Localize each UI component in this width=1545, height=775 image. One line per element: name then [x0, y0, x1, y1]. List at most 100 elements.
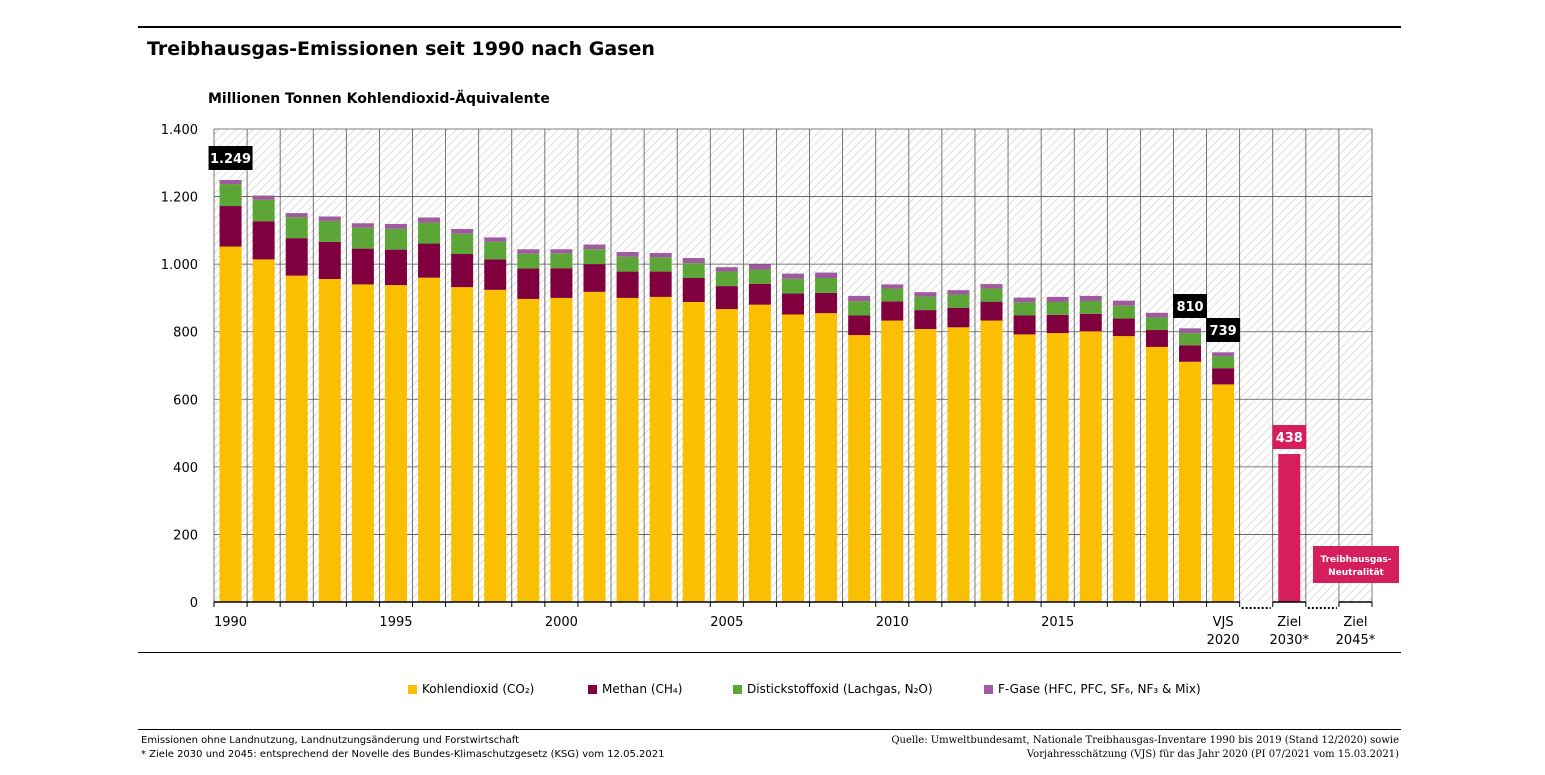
bar-ch4-2014	[1013, 315, 1036, 335]
y-tick-label: 600	[173, 393, 198, 408]
bar-fgas-1997	[451, 229, 474, 234]
bar-ch4-2012	[947, 307, 970, 328]
bar-n2o-2003	[649, 257, 672, 272]
bar-co2-1994	[351, 284, 374, 602]
bar-fgas-2012	[947, 290, 970, 295]
bar-co2-2005	[715, 309, 738, 602]
top-rule	[138, 26, 1401, 28]
legend-label-co2: Kohlendioxid (CO₂)	[422, 682, 535, 696]
bar-co2-2009	[848, 335, 871, 602]
bar-co2-2015	[1046, 333, 1069, 602]
bar-fgas-2018	[1145, 312, 1168, 318]
bar-ch4-1990	[219, 206, 242, 247]
bar-ch4-2007	[782, 293, 804, 315]
y-tick-label: 1.400	[161, 123, 198, 138]
bar-co2-1998	[484, 289, 507, 602]
target-label-2045-line1: Treibhausgas-	[1320, 555, 1391, 565]
y-tick-label: 400	[173, 461, 198, 476]
bar-fgas-2006	[748, 264, 771, 270]
footnote-source: Quelle: Umweltbundesamt, Nationale Treib…	[891, 734, 1399, 762]
bar-n2o-2011	[914, 296, 937, 311]
bar-n2o-1991	[252, 199, 275, 222]
bar-fgas-2013	[980, 284, 1003, 289]
bar-fgas-2002	[616, 251, 639, 257]
bar-fgas-2000	[550, 249, 573, 254]
bar-co2-1992	[285, 275, 308, 602]
target-label-2030-box	[1272, 425, 1307, 449]
legend-label-fgas: F-Gase (HFC, PFC, SF₆, NF₃ & Mix)	[998, 682, 1201, 696]
bar-ch4-2009	[848, 315, 871, 336]
bar-ch4-2017	[1112, 318, 1135, 337]
y-axis-unit-label: Millionen Tonnen Kohlendioxid-Äquivalent…	[208, 91, 550, 107]
bar-co2-1990	[219, 246, 242, 602]
bar-co2-1997	[451, 287, 474, 602]
bar-n2o-2012	[947, 294, 970, 308]
bar-ch4-1994	[351, 248, 374, 285]
total-label-2020: 739	[1210, 324, 1237, 339]
bar-fgas-1992	[285, 213, 308, 218]
legend-item-co2: Kohlendioxid (CO₂)	[408, 682, 534, 696]
bar-n2o-2010	[881, 288, 904, 302]
footer-rule	[138, 729, 1401, 730]
bar-ch4-2004	[682, 277, 705, 302]
bar-co2-2011	[914, 329, 937, 602]
x-tick-label: VJS	[1213, 615, 1234, 630]
bar-n2o-2005	[715, 271, 738, 287]
bar-fgas-2009	[848, 295, 871, 302]
bar-n2o-2018	[1145, 317, 1168, 331]
chart-bottom-rule	[138, 652, 1401, 653]
bar-co2-1996	[418, 277, 441, 602]
bar-ch4-2003	[649, 271, 672, 297]
bar-co2-2001	[583, 291, 606, 602]
bar-n2o-2006	[748, 269, 771, 284]
bar-fgas-2015	[1046, 296, 1069, 302]
bar-fgas-2001	[583, 244, 606, 250]
x-tick-label: 2010	[876, 615, 909, 630]
total-label-2019: 810	[1176, 300, 1203, 315]
bar-co2-VJS-2020	[1212, 384, 1235, 602]
x-tick-label: 1990	[214, 615, 247, 630]
bar-fgas-2016	[1079, 295, 1102, 301]
bar-co2-2003	[649, 296, 672, 602]
bar-fgas-VJS-2020	[1212, 352, 1235, 357]
bar-ch4-2019	[1179, 345, 1202, 362]
bar-ch4-1998	[484, 259, 507, 290]
bar-ch4-2008	[815, 292, 838, 314]
bar-fgas-1991	[252, 195, 275, 200]
bar-n2o-2019	[1179, 333, 1202, 346]
bar-n2o-2007	[782, 278, 804, 294]
bar-ch4-1991	[252, 221, 275, 260]
bar-n2o-1990	[219, 184, 242, 207]
bar-fgas-2017	[1112, 300, 1135, 306]
x-tick-label: Ziel	[1343, 615, 1367, 630]
x-tick-label: 1995	[379, 615, 412, 630]
bar-n2o-2004	[682, 263, 705, 278]
legend: Kohlendioxid (CO₂) Methan (CH₄) Disticks…	[0, 682, 1545, 702]
bar-n2o-1997	[451, 233, 474, 255]
y-tick-label: 1.200	[161, 191, 198, 206]
total-label-2020-box	[1206, 318, 1241, 342]
bar-fgas-2008	[815, 272, 838, 278]
legend-item-n2o: Distickstoffoxid (Lachgas, N₂O)	[733, 682, 933, 696]
y-tick-label: 200	[173, 528, 198, 543]
bar-n2o-2009	[848, 301, 871, 316]
bar-target-2030	[1278, 454, 1301, 602]
bar-ch4-VJS-2020	[1212, 368, 1235, 385]
x-tick-label: 2000	[545, 615, 578, 630]
bar-ch4-1995	[384, 249, 407, 286]
bar-ch4-2001	[583, 264, 606, 292]
bar-co2-2019	[1179, 361, 1202, 602]
bar-n2o-1994	[351, 227, 374, 249]
bar-n2o-1998	[484, 241, 507, 260]
x-tick-label: 2045*	[1336, 633, 1376, 648]
footnote-left-line-1: Emissionen ohne Landnutzung, Landnutzung…	[141, 735, 520, 746]
footnote-source-line-2: Vorjahresschätzung (VJS) für das Jahr 20…	[1026, 749, 1399, 760]
bar-ch4-2016	[1079, 313, 1102, 332]
bar-co2-2016	[1079, 331, 1102, 602]
legend-label-n2o: Distickstoffoxid (Lachgas, N₂O)	[747, 682, 933, 696]
bar-ch4-1993	[318, 241, 341, 280]
bar-co2-1991	[252, 259, 275, 602]
x-tick-label: 2015	[1041, 615, 1074, 630]
bar-ch4-2011	[914, 310, 937, 330]
x-tick-label: Ziel	[1277, 615, 1301, 630]
